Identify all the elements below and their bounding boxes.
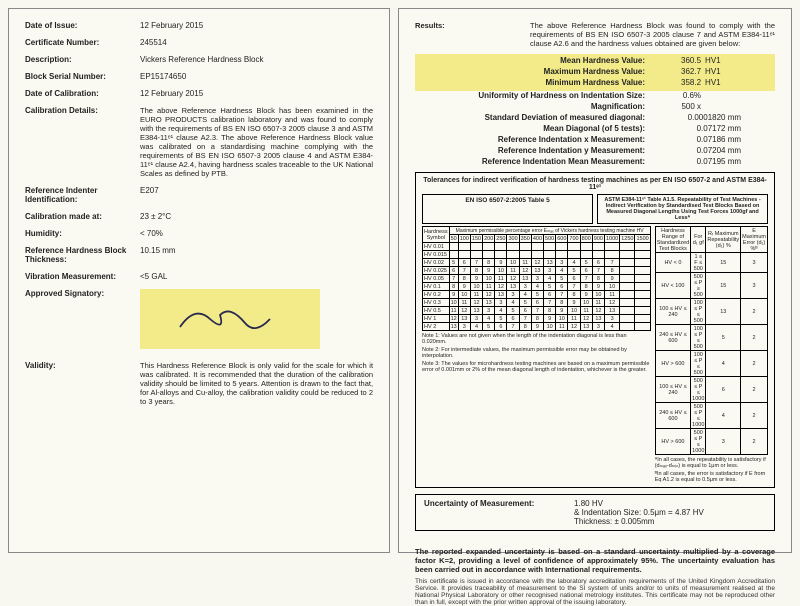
field-label: Results: — [415, 21, 530, 48]
highlighted-results: Mean Hardness Value:360.5HV1 Maximum Har… — [415, 54, 775, 91]
tolerances-box: Tolerances for indirect verification of … — [415, 172, 775, 488]
field-value: 245514 — [140, 38, 373, 47]
tolerance-table-right: Hardness Range of Standardized Test Bloc… — [655, 226, 768, 455]
field-value: EP15174650 — [140, 72, 373, 81]
tolerance-table-left: Hardness SymbolMaximum permissible perce… — [422, 226, 651, 331]
signature-icon — [170, 297, 290, 341]
uncertainty-box: Uncertainty of Measurement: 1.80 HV & In… — [415, 494, 775, 531]
right-page: Results:The above Reference Hardness Blo… — [398, 8, 792, 553]
field-value: This Hardness Reference Block is only va… — [140, 361, 373, 406]
field-label: Date of Calibration: — [25, 89, 140, 98]
signature-box — [140, 289, 320, 349]
field-value: 12 February 2015 — [140, 21, 373, 30]
field-label: Validity: — [25, 361, 140, 406]
field-value: The above Reference Hardness Block was f… — [530, 21, 775, 48]
field-label: Vibration Measurement: — [25, 272, 140, 281]
field-label: Calibration Details: — [25, 106, 140, 178]
field-label: Reference Indenter Identification: — [25, 186, 140, 204]
field-label: Description: — [25, 55, 140, 64]
footer-small: This certificate is issued in accordance… — [415, 578, 775, 606]
field-label: Certificate Number: — [25, 38, 140, 47]
field-label: Calibration made at: — [25, 212, 140, 221]
field-label: Humidity: — [25, 229, 140, 238]
field-value: < 70% — [140, 229, 373, 238]
field-value: E207 — [140, 186, 373, 204]
field-value: 12 February 2015 — [140, 89, 373, 98]
field-value: 23 ± 2°C — [140, 212, 373, 221]
field-value: <5 GAL — [140, 272, 373, 281]
field-label: Date of Issue: — [25, 21, 140, 30]
field-value: Vickers Reference Hardness Block — [140, 55, 373, 64]
field-value: 10.15 mm — [140, 246, 373, 264]
field-label: Block Serial Number: — [25, 72, 140, 81]
left-page: Date of Issue:12 February 2015 Certifica… — [8, 8, 390, 553]
field-value: The above Reference Hardness Block has b… — [140, 106, 373, 178]
field-label: Approved Signatory: — [25, 289, 140, 349]
field-label: Reference Hardness Block Thickness: — [25, 246, 140, 264]
